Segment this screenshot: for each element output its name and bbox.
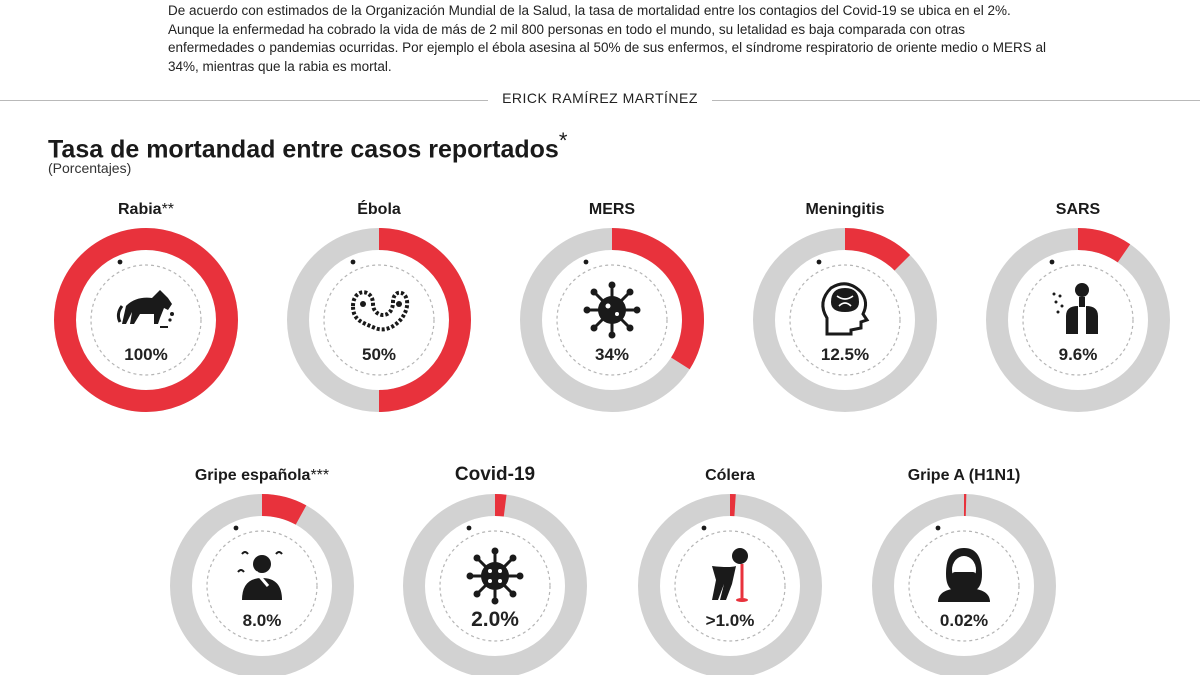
- ring-dot: [583, 259, 589, 265]
- donut-slice: [54, 228, 238, 412]
- donut-slice: [494, 494, 507, 517]
- value-label: 2.0%: [471, 608, 519, 631]
- footnote-mark: **: [162, 201, 174, 218]
- dashed-inner-ring: [556, 264, 668, 376]
- intro-paragraph: De acuerdo con estimados de la Organizac…: [168, 3, 1046, 74]
- value-label: 0.02%: [940, 611, 988, 630]
- donut-slice: [611, 228, 704, 370]
- chart-item: Ébola 50%: [287, 199, 471, 412]
- value-label: 8.0%: [243, 611, 282, 630]
- lungs-cough-icon: [1052, 283, 1098, 334]
- value-label: 12.5%: [821, 345, 869, 364]
- dashed-inner-ring: [1022, 264, 1134, 376]
- ring-dot: [350, 259, 356, 265]
- byline: ERICK RAMÍREZ MARTÍNEZ: [502, 90, 698, 106]
- chart-title-footnote-mark: *: [558, 128, 568, 153]
- category-label: Ébola: [357, 199, 401, 218]
- chart-title-text: Tasa de mortandad entre casos reportados: [48, 135, 559, 164]
- category-label: Gripe española***: [195, 467, 329, 484]
- category-label: Rabia**: [118, 201, 174, 218]
- chart-title: Tasa de mortandad entre casos reportados…: [48, 128, 567, 164]
- coronavirus-icon: [466, 547, 524, 605]
- value-label: 34%: [595, 345, 629, 364]
- chart-item: Rabia** 100%: [54, 201, 238, 412]
- virus-worm-icon: [350, 290, 410, 332]
- category-label: MERS: [589, 201, 636, 218]
- sick-person-icon: [237, 551, 283, 600]
- ring-dot: [117, 259, 123, 265]
- value-label: >1.0%: [706, 611, 755, 630]
- masked-person-icon: [938, 548, 990, 602]
- divider-left: [0, 100, 488, 101]
- dashed-inner-ring: [908, 530, 1020, 642]
- donut-slice: [261, 494, 307, 525]
- footnote-mark: ***: [310, 467, 329, 484]
- head-brain-icon: [821, 282, 870, 336]
- ring-dot: [816, 259, 822, 265]
- vomiting-person-icon: [712, 548, 748, 602]
- ring-dot: [233, 525, 239, 531]
- virus-spikes-icon: [583, 281, 641, 339]
- value-label: 9.6%: [1059, 345, 1098, 364]
- ring-dot: [935, 525, 941, 531]
- ring-dot: [701, 525, 707, 531]
- ring-dot: [466, 525, 472, 531]
- chart-item: SARS 9.6%: [986, 201, 1170, 412]
- chart-item: MERS 34%: [520, 201, 704, 412]
- donut-slice: [1077, 228, 1131, 263]
- value-label: 50%: [362, 345, 396, 364]
- category-label: Cólera: [705, 467, 755, 484]
- dashed-inner-ring: [323, 264, 435, 376]
- chart-subtitle: (Porcentajes): [48, 160, 132, 176]
- chart-item: Cólera >1.0%: [638, 467, 822, 675]
- dog-icon: [116, 290, 174, 328]
- chart-item: Gripe española*** 8.0%: [170, 467, 354, 675]
- donut-track: [872, 494, 1056, 675]
- donut-slice: [844, 228, 911, 271]
- donut-slice: [378, 228, 471, 412]
- category-label: Covid-19: [455, 464, 535, 485]
- dashed-inner-ring: [90, 264, 202, 376]
- chart-item: Gripe A (H1N1) 0.02%: [872, 467, 1056, 675]
- chart-item: Meningitis 12.5%: [753, 201, 937, 412]
- dashed-inner-ring: [674, 530, 786, 642]
- dashed-inner-ring: [789, 264, 901, 376]
- ring-dot: [1049, 259, 1055, 265]
- category-label: SARS: [1056, 201, 1101, 218]
- chart-item: Covid-19 2.0%: [403, 464, 587, 675]
- value-label: 100%: [124, 345, 167, 364]
- category-label: Gripe A (H1N1): [908, 467, 1021, 484]
- dashed-inner-ring: [206, 530, 318, 642]
- divider-right: [712, 100, 1200, 101]
- category-label: Meningitis: [805, 201, 884, 218]
- dashed-inner-ring: [439, 530, 551, 642]
